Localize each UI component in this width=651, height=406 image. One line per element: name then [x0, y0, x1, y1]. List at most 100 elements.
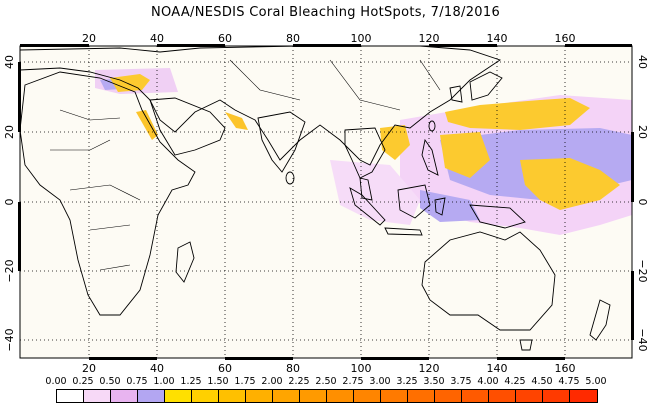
- colorbar-swatch: [273, 390, 300, 402]
- colorbar-label: 0.25: [72, 376, 94, 387]
- sulawesi-outline: [434, 197, 446, 216]
- map-title: NOAA/NESDIS Coral Bleaching HotSpots, 7/…: [150, 5, 501, 20]
- colorbar-label: 0.50: [99, 376, 121, 387]
- colorbar-label: 3.75: [450, 376, 472, 387]
- lon-top-120: 120: [419, 32, 440, 45]
- colorbar-swatch: [516, 390, 543, 402]
- madagascar-outline: [175, 241, 195, 283]
- colorbar-swatch: [462, 390, 489, 402]
- colorbar-swatch: [435, 390, 462, 402]
- lat-left-m40: −40: [3, 328, 16, 351]
- lon-top-80: 80: [286, 32, 300, 45]
- low-anomaly-indian: [330, 160, 420, 225]
- lat-right-20: 20: [636, 125, 649, 139]
- colorbar-swatch: [543, 390, 570, 402]
- map-frame: [18, 44, 634, 360]
- lon-bottom-60: 60: [218, 362, 232, 375]
- new-guinea-outline: [469, 204, 526, 229]
- watch-pacific-2: [420, 190, 480, 222]
- hot-pacific-mid: [440, 132, 490, 178]
- lat-right-40: 40: [636, 55, 649, 69]
- lon-top-40: 40: [150, 32, 164, 45]
- hot-pacific-south: [520, 158, 620, 210]
- lon-bottom-120: 120: [419, 362, 440, 375]
- sumatra-outline: [349, 187, 386, 226]
- colorbar-label: 2.75: [342, 376, 364, 387]
- colorbar-swatch: [219, 390, 246, 402]
- colorbar-swatch: [138, 390, 165, 402]
- colorbar-label: 5.00: [585, 376, 607, 387]
- lat-right-m20: −20: [636, 259, 649, 282]
- colorbar-swatch: [408, 390, 435, 402]
- colorbar-label: 4.25: [504, 376, 526, 387]
- colorbar-swatch: [327, 390, 354, 402]
- colorbar-label: 0.75: [126, 376, 148, 387]
- java-outline: [384, 227, 423, 236]
- africa-outline: [19, 71, 196, 316]
- colorbar-label: 3.25: [396, 376, 418, 387]
- graticule: [20, 46, 632, 358]
- colorbar-swatch: [570, 390, 597, 402]
- colorbar-label: 2.25: [288, 376, 310, 387]
- hot-scs: [380, 125, 410, 160]
- lon-bottom-40: 40: [150, 362, 164, 375]
- korea-outline: [449, 85, 463, 103]
- colorbar-swatch: [246, 390, 273, 402]
- sri-lanka-outline: [285, 171, 295, 185]
- lon-top-100: 100: [351, 32, 372, 45]
- colorbar-label: 1.25: [180, 376, 202, 387]
- borders: [50, 59, 441, 271]
- colorbar-label: 2.50: [315, 376, 337, 387]
- colorbar-label: 3.00: [369, 376, 391, 387]
- japan-outline: [469, 71, 503, 101]
- lat-left-m20: −20: [3, 259, 16, 282]
- lon-top-160: 160: [555, 32, 576, 45]
- new-zealand-outline: [589, 299, 611, 341]
- borneo-outline: [397, 184, 431, 219]
- colorbar-label: 4.75: [558, 376, 580, 387]
- lat-right-0: 0: [636, 199, 649, 206]
- hot-redsea: [136, 110, 158, 140]
- lon-bottom-140: 140: [487, 362, 508, 375]
- india-outline: [257, 111, 306, 173]
- colorbar-swatch: [381, 390, 408, 402]
- lon-bottom-20: 20: [82, 362, 96, 375]
- colorbar-swatch: [84, 390, 111, 402]
- colorbar-swatch: [489, 390, 516, 402]
- hot-med: [110, 74, 150, 92]
- colorbar-swatch: [111, 390, 138, 402]
- hotspot-regions: [95, 68, 632, 235]
- lat-left-20: 20: [3, 125, 16, 139]
- malay-outline: [359, 177, 373, 201]
- arabia-outline: [149, 97, 226, 156]
- lat-right-m40: −40: [636, 328, 649, 351]
- lon-bottom-80: 80: [286, 362, 300, 375]
- colorbar-label: 1.00: [153, 376, 175, 387]
- colorbar-label: 0.00: [45, 376, 67, 387]
- colorbar-swatch: [300, 390, 327, 402]
- colorbar-label: 1.50: [207, 376, 229, 387]
- colorbar-label: 1.75: [234, 376, 256, 387]
- colorbar-label: 3.50: [423, 376, 445, 387]
- lon-top-20: 20: [82, 32, 96, 45]
- lon-bottom-100: 100: [351, 362, 372, 375]
- lat-left-40: 40: [3, 55, 16, 69]
- colorbar-swatch: [354, 390, 381, 402]
- eurasia-outline: [19, 45, 502, 166]
- lon-top-140: 140: [487, 32, 508, 45]
- colorbar-swatch: [165, 390, 192, 402]
- coastlines: [19, 45, 611, 351]
- hot-persian: [225, 112, 248, 130]
- philippines-outline: [421, 138, 439, 176]
- lon-top-60: 60: [218, 32, 232, 45]
- colorbar-swatch: [192, 390, 219, 402]
- colorbar-labels: 0.00 0.25 0.50 0.75 1.00 1.25 1.50 1.75 2.00 2.25…: [40, 376, 610, 388]
- colorbar-swatch: [57, 390, 84, 402]
- colorbar-label: 4.50: [531, 376, 553, 387]
- colorbar-label: 4.00: [477, 376, 499, 387]
- australia-outline: [421, 231, 556, 331]
- lat-left-0: 0: [3, 199, 16, 206]
- colorbar-label: 2.00: [261, 376, 283, 387]
- colorbar: [56, 389, 598, 403]
